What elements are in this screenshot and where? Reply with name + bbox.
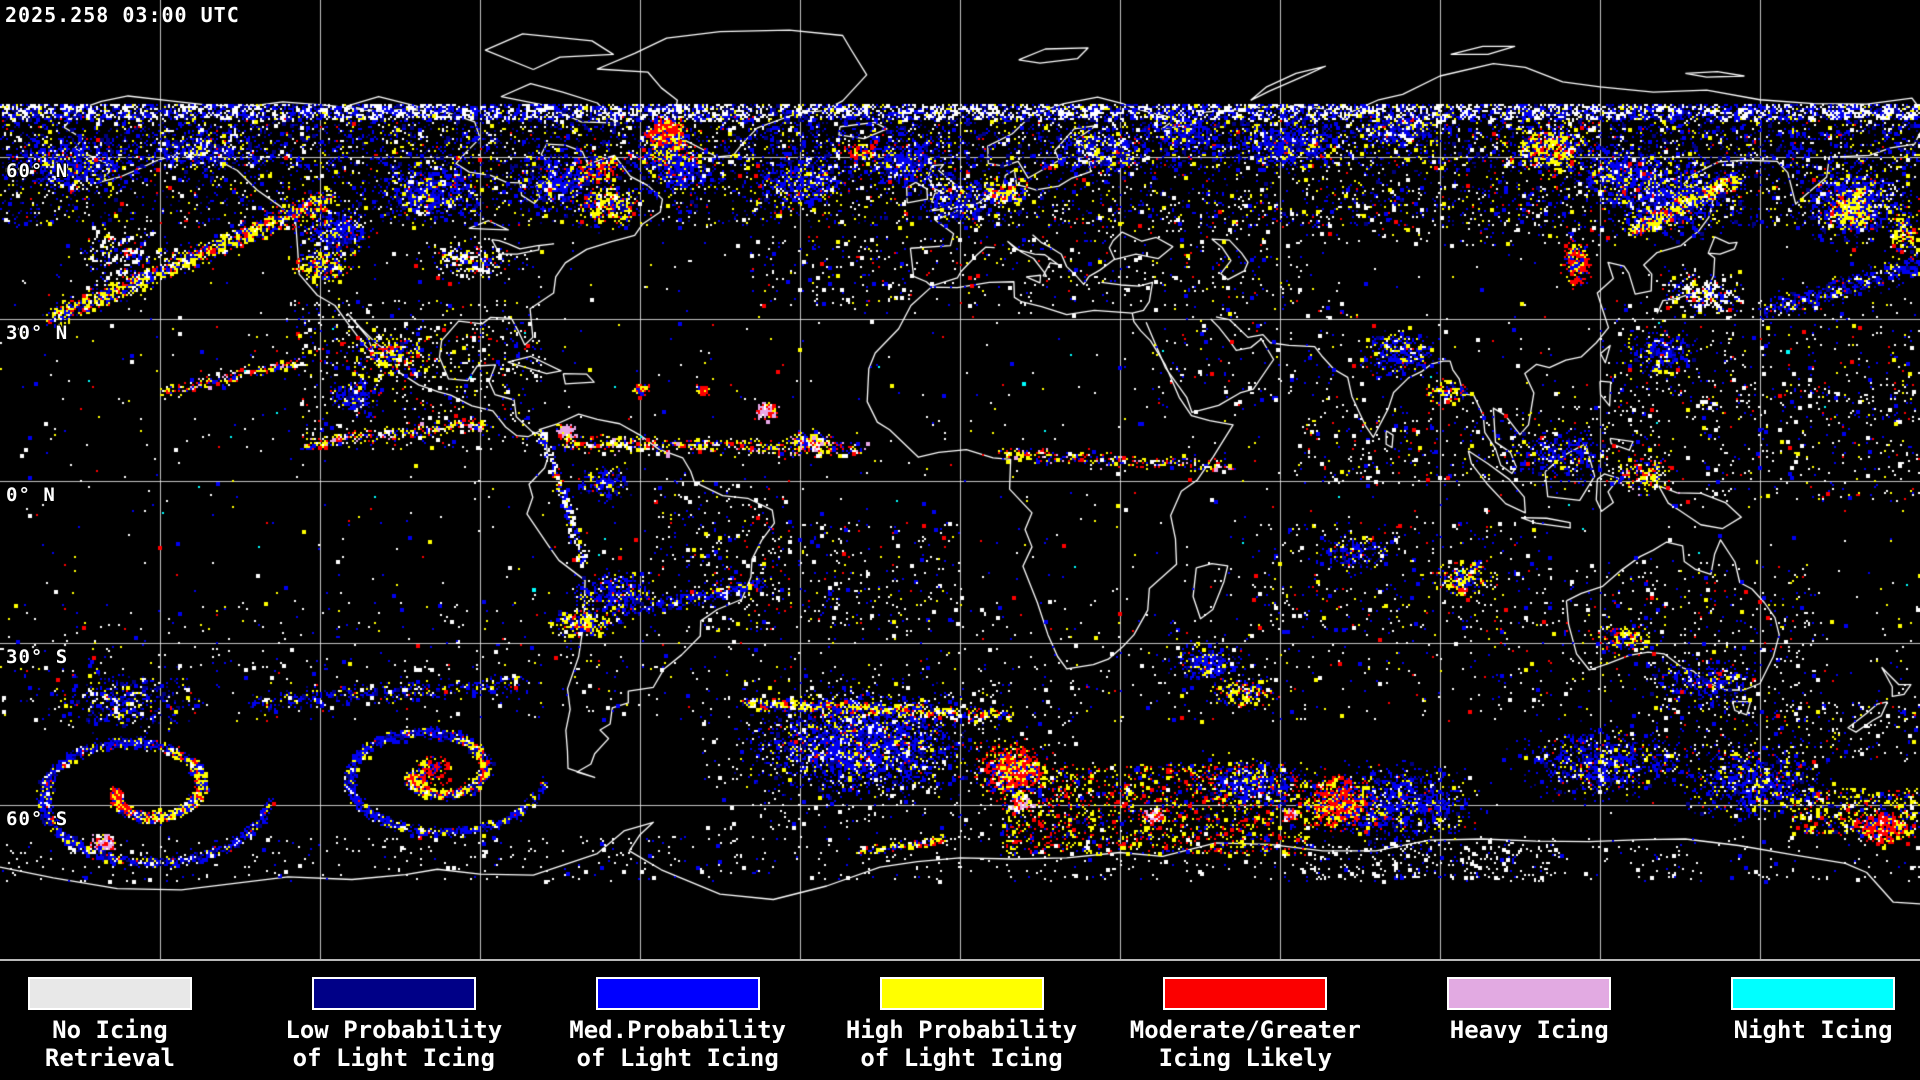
legend-label-line1: Low Probability [285,1016,503,1044]
legend-swatch-high-prob [879,977,1044,1010]
lat-label-30s: 30° S [6,646,69,668]
legend-label-line2: Icing Likely [1158,1044,1333,1072]
legend-label-line1: Med.Probability [569,1016,787,1044]
legend-swatch-no-icing [27,977,192,1010]
legend-item-med-prob: Med.Probability of Light Icing [536,961,820,1080]
legend-item-high-prob: High Probability of Light Icing [820,961,1104,1080]
legend-label-line2: of Light Icing [860,1044,1063,1072]
legend-item-low-prob: Low Probability of Light Icing [252,961,536,1080]
legend-item-heavy: Heavy Icing [1387,961,1671,1080]
legend-label-line1: No Icing [52,1016,168,1044]
legend-item-moderate: Moderate/Greater Icing Likely [1103,961,1387,1080]
legend-label-line2: of Light Icing [576,1044,779,1072]
timestamp-label: 2025.258 03:00 UTC [5,3,240,27]
legend-item-night: Night Icing [1671,961,1920,1080]
legend-label-line1: Heavy Icing [1449,1016,1609,1044]
lat-label-60s: 60° S [6,808,69,830]
legend-swatch-low-prob [311,977,476,1010]
legend-item-no-icing: No Icing Retrieval [0,961,252,1080]
map-legend-divider [0,959,1920,961]
legend-swatch-moderate [1163,977,1328,1010]
legend-label-line1: Moderate/Greater [1129,1016,1361,1044]
lat-label-60n: 60° N [6,160,69,182]
icing-map: 2025.258 03:00 UTC 60° N 30° N 0° N 30° … [0,0,1920,959]
legend-label-line2: of Light Icing [292,1044,495,1072]
legend-swatch-heavy [1447,977,1612,1010]
lat-label-30n: 30° N [6,322,69,344]
legend-label-line1: High Probability [845,1016,1078,1044]
legend-label-line1: Night Icing [1733,1016,1893,1044]
legend-swatch-night [1731,977,1896,1010]
lat-label-0n: 0° N [6,484,56,506]
legend-swatch-med-prob [595,977,760,1010]
icing-map-canvas [0,0,1920,959]
legend-bar: No Icing Retrieval Low Probability of Li… [0,961,1920,1080]
legend-label-line2: Retrieval [44,1044,175,1072]
